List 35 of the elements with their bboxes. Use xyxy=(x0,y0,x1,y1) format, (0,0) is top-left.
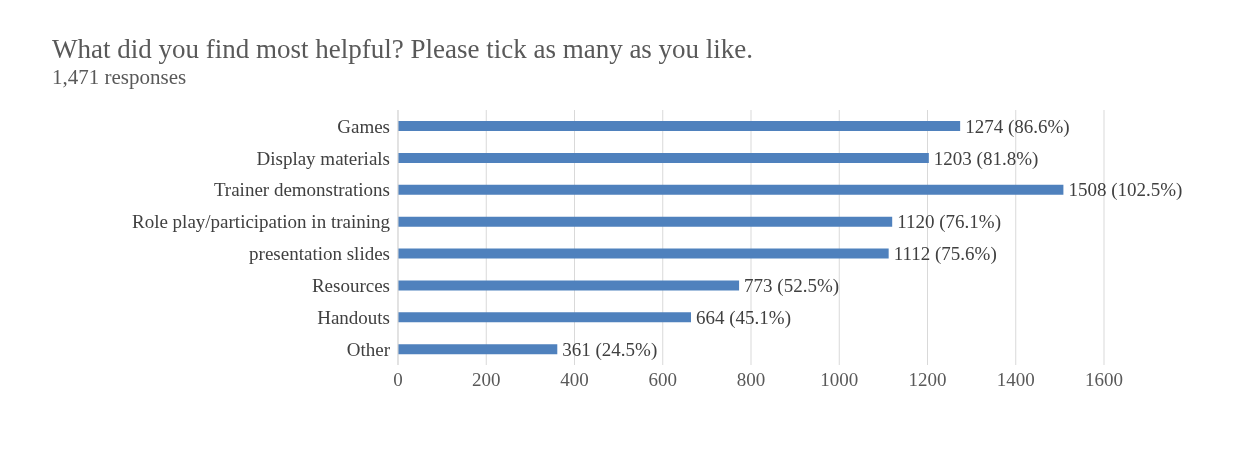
bar xyxy=(398,280,740,291)
data-label: 1120 (76.1%) xyxy=(897,211,1001,234)
bar xyxy=(398,312,691,323)
chart-title: What did you find most helpful? Please tick as many as you like. xyxy=(52,34,755,65)
x-tick-label: 1000 xyxy=(820,369,859,391)
y-tick-label: Other xyxy=(346,338,391,360)
x-tick-label: 1200 xyxy=(908,369,947,391)
y-tick-label: presentation slides xyxy=(249,243,390,265)
y-tick-label: Handouts xyxy=(317,306,390,328)
data-label: 1508 (102.5%) xyxy=(1068,179,1183,202)
y-tick-label: Display materials xyxy=(256,147,390,169)
data-label: 361 (24.5%) xyxy=(562,338,658,361)
x-tick-label: 1600 xyxy=(1085,369,1123,391)
bar xyxy=(398,344,558,355)
bar xyxy=(398,152,929,163)
bar xyxy=(398,121,961,131)
data-label: 664 (45.1%) xyxy=(695,306,791,329)
bar xyxy=(398,184,1064,195)
y-tick-label: Role play/participation in training xyxy=(131,211,391,233)
x-tick-label: 1400 xyxy=(996,369,1035,391)
data-label: 1203 (81.8%) xyxy=(933,147,1039,170)
x-tick-label: 600 xyxy=(648,369,677,391)
x-tick-label: 0 xyxy=(393,369,403,391)
y-tick-label: Resources xyxy=(311,275,390,297)
bar xyxy=(398,216,893,227)
data-label: 773 (52.5%) xyxy=(744,275,840,298)
x-tick-label: 200 xyxy=(472,369,501,391)
data-label: 1112 (75.6%) xyxy=(893,243,997,266)
text: 1,471 responses xyxy=(52,65,188,90)
x-tick-label: 400 xyxy=(560,369,589,391)
bar xyxy=(398,248,889,259)
x-tick-label: 800 xyxy=(736,369,766,391)
y-tick-label: Games xyxy=(337,115,390,137)
data-label: 1274 (86.6%) xyxy=(965,115,1070,138)
y-tick-label: Trainer demonstrations xyxy=(213,179,390,201)
